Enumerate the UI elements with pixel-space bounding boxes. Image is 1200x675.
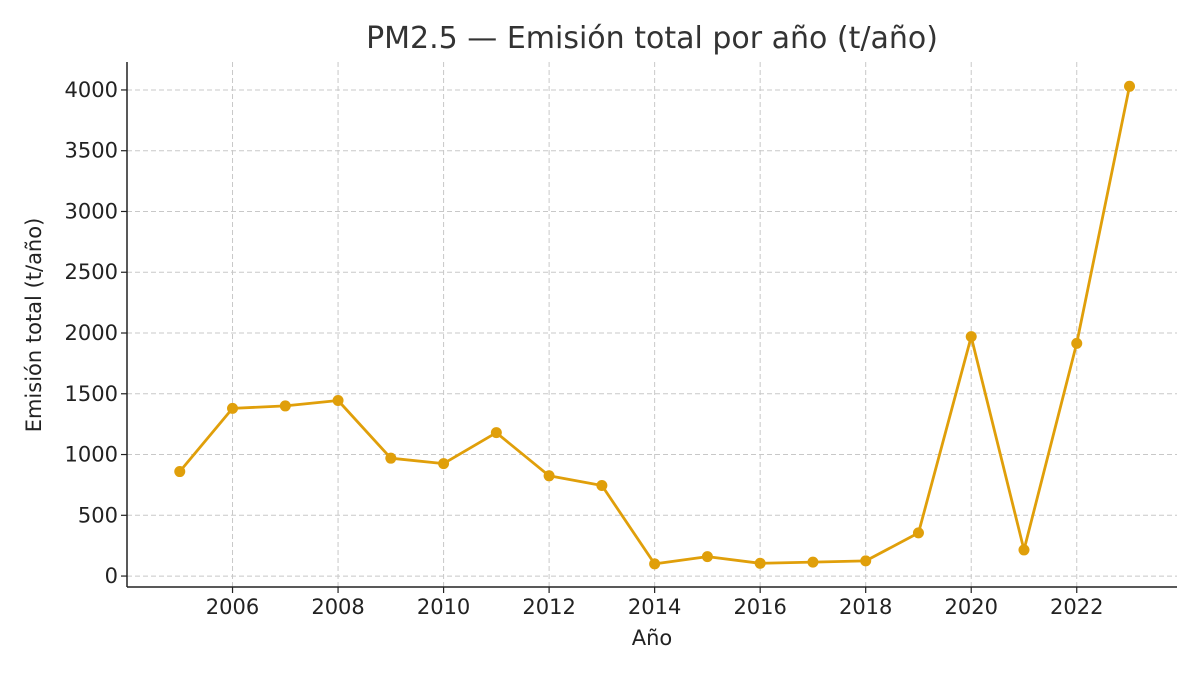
data-point — [1071, 337, 1083, 349]
data-point — [385, 452, 397, 464]
x-tick-label: 2006 — [206, 595, 259, 619]
y-axis-label: Emisión total (t/año) — [22, 218, 46, 433]
data-point — [860, 555, 872, 567]
x-tick-label: 2018 — [839, 595, 892, 619]
x-tick-label: 2016 — [733, 595, 786, 619]
y-tick-label: 2500 — [65, 260, 118, 284]
data-point — [174, 466, 186, 478]
series-line — [178, 86, 1131, 566]
x-tick-label: 2020 — [944, 595, 997, 619]
x-tick-label: 2022 — [1050, 595, 1103, 619]
x-tick-label: 2008 — [311, 595, 364, 619]
chart-title: PM2.5 — Emisión total por año (t/año) — [366, 21, 938, 56]
data-point — [279, 400, 291, 412]
x-tick-label: 2014 — [628, 595, 681, 619]
y-axis-ticks: 0 500 1000 1500 2000 2500 3000 3500 4000 — [65, 78, 127, 588]
series-group — [174, 80, 1136, 570]
data-point — [332, 394, 344, 406]
data-point — [807, 556, 819, 568]
axes — [126, 62, 1177, 588]
y-tick-label: 3000 — [65, 199, 118, 223]
data-point — [543, 470, 555, 482]
data-point — [1124, 80, 1136, 92]
y-tick-label: 3500 — [65, 139, 118, 163]
data-point — [912, 527, 924, 539]
grid — [127, 62, 1177, 587]
x-axis-ticks: 2006 2008 2010 2012 2014 2016 2018 2020 2022 — [206, 587, 1103, 619]
y-tick-label: 0 — [105, 564, 118, 588]
y-tick-label: 2000 — [65, 321, 118, 345]
data-point — [596, 480, 608, 492]
x-axis-label: Año — [632, 626, 673, 650]
data-point — [227, 402, 239, 414]
data-point — [649, 558, 661, 570]
data-point — [754, 557, 766, 569]
data-point — [965, 331, 977, 343]
data-point — [701, 551, 713, 563]
data-point — [438, 458, 450, 470]
y-tick-label: 500 — [78, 503, 118, 527]
data-point — [1018, 544, 1030, 556]
y-tick-label: 4000 — [65, 78, 118, 102]
y-tick-label: 1500 — [65, 382, 118, 406]
y-tick-label: 1000 — [65, 443, 118, 467]
data-point — [490, 427, 502, 439]
x-tick-label: 2010 — [417, 595, 470, 619]
x-tick-label: 2012 — [522, 595, 575, 619]
